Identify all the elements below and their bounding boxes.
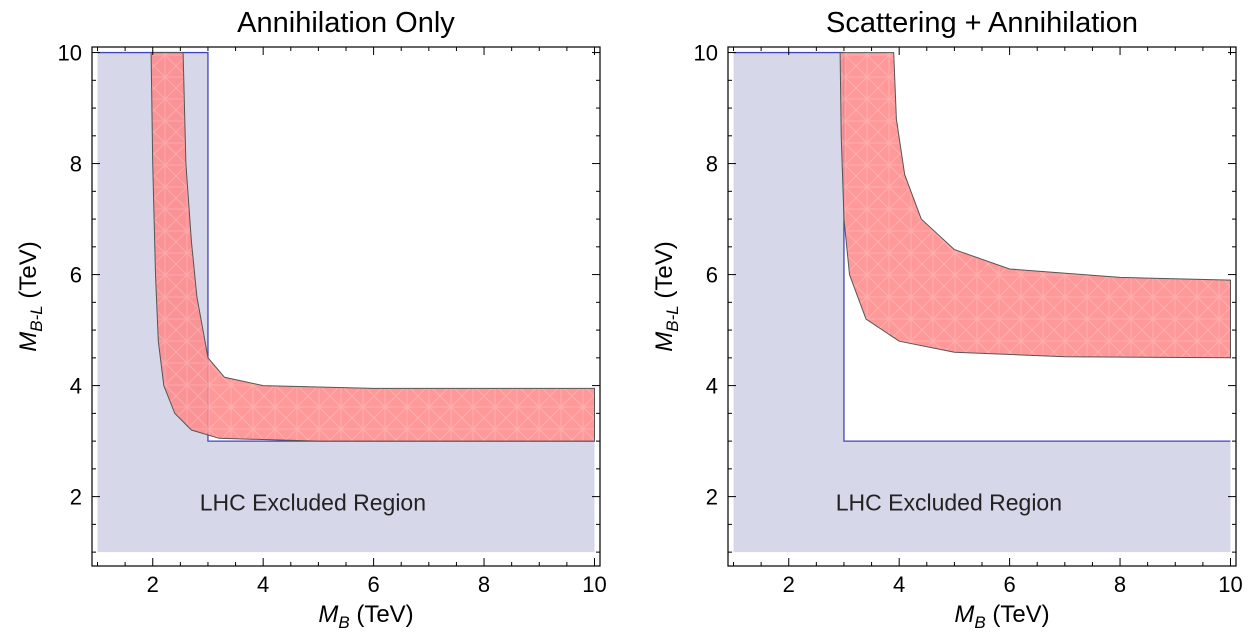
y-tick-label: 6 bbox=[706, 263, 718, 288]
x-tick-label: 10 bbox=[582, 572, 606, 597]
x-tick-label: 8 bbox=[1114, 572, 1126, 597]
allowed-band bbox=[150, 52, 595, 442]
x-tick-label: 2 bbox=[147, 572, 159, 597]
y-tick-label: 4 bbox=[70, 374, 82, 399]
y-tick-label: 10 bbox=[694, 41, 718, 66]
axis-ticks bbox=[92, 47, 600, 566]
y-tick-label: 6 bbox=[70, 263, 82, 288]
chart-title: Annihilation Only bbox=[237, 7, 455, 39]
x-tick-label: 4 bbox=[257, 572, 269, 597]
chart-panel-scattering-annihilation: 2 4 6 8 10 2 4 6 8 10 Scattering + Annihilation MB … bbox=[636, 0, 1256, 638]
lhc-excluded-region bbox=[733, 52, 1231, 553]
x-tick-label: 6 bbox=[367, 572, 379, 597]
chart-panel-annihilation-only: 2 4 6 8 10 2 4 6 8 10 Annihilation Only MB (TeV) MB-… bbox=[0, 0, 620, 638]
x-axis-label: MB (TeV) bbox=[318, 601, 413, 632]
y-tick-label: 8 bbox=[706, 152, 718, 177]
x-tick-label: 4 bbox=[893, 572, 905, 597]
y-tick-label: 10 bbox=[58, 41, 82, 66]
chart-svg-scattering-annihilation: 2 4 6 8 10 2 4 6 8 10 Scattering + Annihilation MB … bbox=[651, 7, 1243, 632]
chart-title: Scattering + Annihilation bbox=[826, 7, 1138, 39]
y-tick-label: 2 bbox=[70, 485, 82, 510]
y-tick-label: 4 bbox=[706, 374, 718, 399]
chart-svg-annihilation-only: 2 4 6 8 10 2 4 6 8 10 Annihilation Only MB (TeV) MB-… bbox=[15, 7, 607, 632]
y-tick-label: 2 bbox=[706, 485, 718, 510]
x-tick-label: 2 bbox=[783, 572, 795, 597]
x-axis-label: MB (TeV) bbox=[954, 601, 1049, 632]
x-tick-label: 8 bbox=[478, 572, 490, 597]
allowed-band bbox=[839, 52, 1231, 359]
y-axis-label: MB-L (TeV) bbox=[15, 241, 46, 351]
x-tick-label: 10 bbox=[1218, 572, 1242, 597]
excluded-region-label: LHC Excluded Region bbox=[200, 489, 426, 515]
y-tick-label: 8 bbox=[70, 152, 82, 177]
excluded-region-label: LHC Excluded Region bbox=[836, 489, 1062, 515]
x-tick-label: 6 bbox=[1003, 572, 1015, 597]
axis-ticks bbox=[728, 47, 1236, 566]
y-axis-label: MB-L (TeV) bbox=[651, 241, 682, 351]
